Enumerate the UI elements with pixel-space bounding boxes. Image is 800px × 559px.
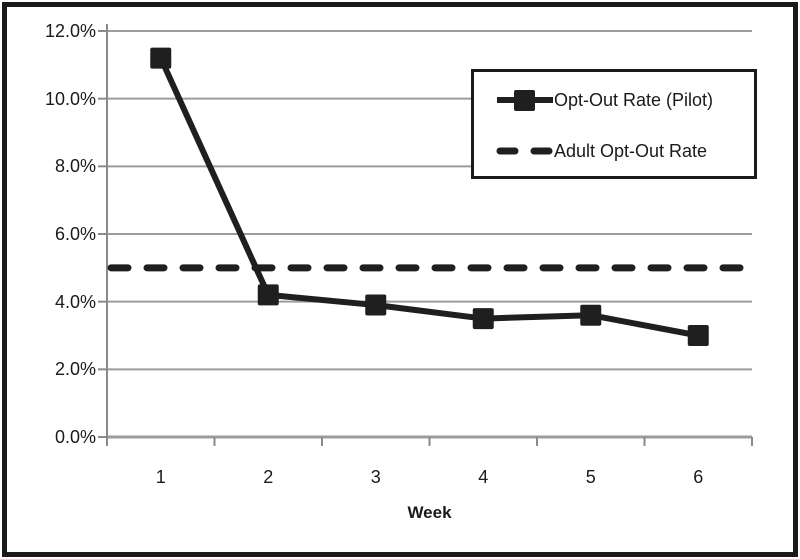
y-axis-tick-label: 2.0% <box>54 359 96 380</box>
x-axis-tick-label: 4 <box>478 467 489 487</box>
y-axis-tick-label: 12.0% <box>44 21 96 41</box>
y-axis-tick-label: 10.0% <box>44 88 96 109</box>
legend: Opt-Out Rate (Pilot) Adult Opt-Out Rate <box>471 69 757 179</box>
y-axis-tick-label: 6.0% <box>54 224 96 244</box>
plot-area <box>98 24 756 446</box>
opt-out-rate-chart: 12.0% 10.0% 8.0% 6.0% 4.0% 2.0% 0.0% 1 2 3 4 5 6 We… <box>7 7 793 552</box>
x-axis-tick-label: 1 <box>155 467 166 487</box>
legend-label-adult: Adult Opt-Out Rate <box>554 141 708 161</box>
legend-item-pilot: Opt-Out Rate (Pilot) <box>496 87 713 113</box>
solid-line-square-marker-icon <box>497 90 553 111</box>
dashed-line-icon <box>496 147 554 155</box>
x-axis-tick-label: 2 <box>263 467 274 487</box>
legend-label-pilot: Opt-Out Rate (Pilot) <box>554 90 714 110</box>
x-axis-title: Week <box>407 503 452 522</box>
x-axis-tick-label: 6 <box>693 467 704 487</box>
x-axis-tick-label: 5 <box>585 467 596 487</box>
x-axis-tick-label: 3 <box>370 467 381 487</box>
legend-item-adult: Adult Opt-Out Rate <box>496 138 707 164</box>
y-axis-tick-label: 8.0% <box>54 156 96 177</box>
y-axis-tick-label: 0.0% <box>54 427 96 447</box>
y-axis-tick-label: 4.0% <box>54 291 96 312</box>
